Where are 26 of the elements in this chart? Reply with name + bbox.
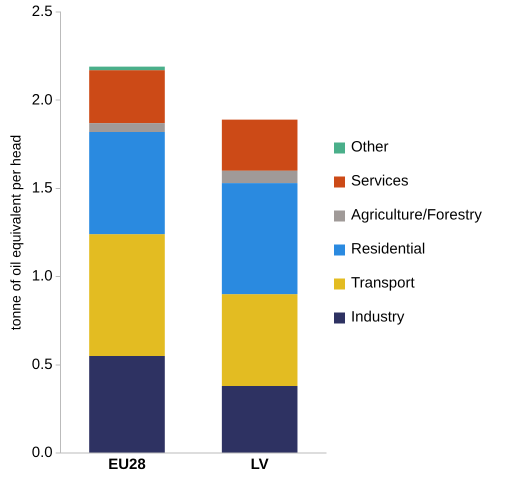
y-tick-label: 0.5 — [32, 356, 53, 373]
y-tick-label: 0.0 — [32, 444, 53, 462]
y-tick-label: 2.5 — [32, 3, 53, 20]
y-axis-title: tonne of oil equivalent per head — [7, 134, 24, 330]
bar — [89, 70, 165, 124]
legend-label: Transport — [351, 274, 416, 292]
bar — [222, 170, 298, 184]
bar — [89, 66, 165, 70]
x-tick-label: LV — [250, 456, 269, 474]
bar — [89, 356, 165, 452]
bar — [222, 294, 298, 386]
bar — [89, 132, 165, 234]
legend-label: Services — [351, 172, 409, 190]
bar — [222, 120, 298, 171]
legend-label: Agriculture/Forestry — [351, 206, 482, 224]
bar — [89, 234, 165, 356]
x-tick-label: EU28 — [108, 456, 146, 474]
y-tick-label: 1.5 — [32, 180, 53, 197]
legend-label: Other — [351, 138, 389, 156]
bar — [89, 123, 165, 132]
legend-label: Residential — [351, 240, 426, 258]
y-tick-label: 2.0 — [32, 91, 53, 108]
y-tick-label: 1.0 — [32, 268, 53, 285]
bar — [222, 183, 298, 294]
bar — [222, 386, 298, 452]
legend-label: Industry — [351, 308, 405, 326]
